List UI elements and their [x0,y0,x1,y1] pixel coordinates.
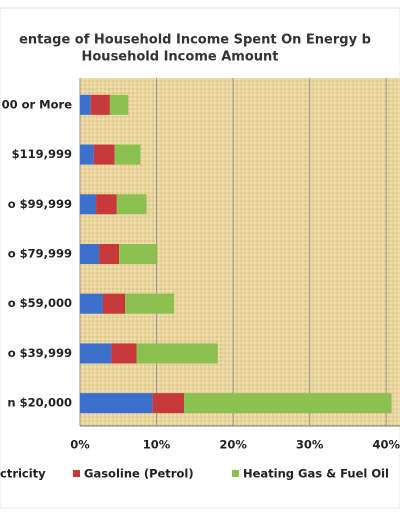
x-tick-label: 0% [70,438,90,452]
bar-segment [102,293,126,314]
bar-segment [80,393,153,414]
y-tick-label: o $99,999 [8,197,72,211]
y-tick-label: o $79,999 [8,247,72,261]
bar-segment [184,393,392,414]
y-tick-label: o $59,000 [8,296,72,310]
y-tick-label: $119,999 [12,147,72,161]
x-tick-label: 20% [219,438,247,452]
x-tick-label: 40% [372,438,400,452]
bar-segment [80,343,112,364]
chart-title: Household Income Amount [82,50,279,65]
bar-segment [125,293,175,314]
legend-label: Gasoline (Petrol) [84,467,194,481]
bar-segment [80,94,91,115]
y-tick-label: o $39,999 [8,346,72,360]
bar-segment [80,144,94,165]
bar-segment [80,194,97,215]
legend-swatch [232,470,239,477]
bar-segment [114,144,141,165]
legend-label: ctricity [0,467,46,481]
x-tick-label: 10% [143,438,171,452]
bar-segment [119,244,158,264]
bar-segment [99,244,120,264]
bar-segment [152,393,185,414]
x-tick-label: 30% [296,438,324,452]
bar-segment [90,94,110,115]
y-tick-label: n $20,000 [7,396,72,410]
bar-segment [109,94,129,115]
y-tick-label: 00 or More [2,97,73,111]
bar-segment [80,293,103,314]
bar-segment [136,343,218,364]
bar-segment [80,244,100,264]
bar-segment [96,194,117,215]
chart-title: entage of Household Income Spent On Ener… [19,33,371,48]
bar-segment [116,194,147,215]
bar-segment [93,144,115,165]
bar-segment [111,343,137,364]
legend-label: Heating Gas & Fuel Oil [243,467,389,481]
legend-swatch [73,470,80,477]
